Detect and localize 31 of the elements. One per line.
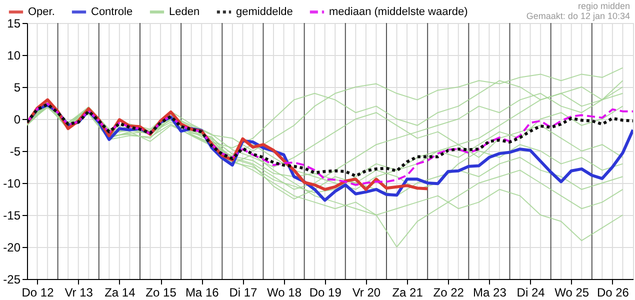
x-tick-label: Wo 18 <box>267 286 302 300</box>
text: Gemaakt: do 12 jan 10:34 <box>526 11 630 21</box>
y-tick-label: -15 <box>3 208 21 222</box>
text: regio midden <box>578 1 630 11</box>
y-tick-label: 10 <box>7 48 21 62</box>
y-tick-label: -5 <box>10 144 21 158</box>
x-tick-label: Vr 20 <box>352 286 381 300</box>
y-tick-label: 5 <box>14 80 21 94</box>
legend-label: Oper. <box>28 6 55 18</box>
x-tick-label: Di 24 <box>516 286 546 300</box>
x-tick-label: Ma 23 <box>473 286 507 300</box>
legend-label: Leden <box>169 6 200 18</box>
y-tick-label: 15 <box>7 16 21 30</box>
x-tick-label: Do 26 <box>596 286 630 300</box>
x-tick-label: Ma 16 <box>185 286 220 300</box>
x-tick-label: Za 21 <box>392 286 424 300</box>
y-tick-label: -20 <box>3 240 21 254</box>
x-tick-label: Di 17 <box>229 286 258 300</box>
legend-label: gemiddelde <box>236 6 293 18</box>
x-tick-label: Do 12 <box>22 286 54 300</box>
x-tick-label: Za 14 <box>104 286 136 300</box>
legend-label: Controle <box>91 6 133 18</box>
x-tick-label: Vr 13 <box>64 286 94 300</box>
y-tick-label: -25 <box>3 272 21 286</box>
x-tick-label: Wo 25 <box>554 286 590 300</box>
y-tick-label: 0 <box>14 112 21 126</box>
legend-label: mediaan (middelste waarde) <box>329 6 468 18</box>
x-tick-label: Zo 15 <box>146 286 177 300</box>
x-tick-label: Zo 22 <box>433 286 464 300</box>
y-tick-label: -10 <box>3 176 21 190</box>
x-tick-label: Do 19 <box>309 286 342 300</box>
